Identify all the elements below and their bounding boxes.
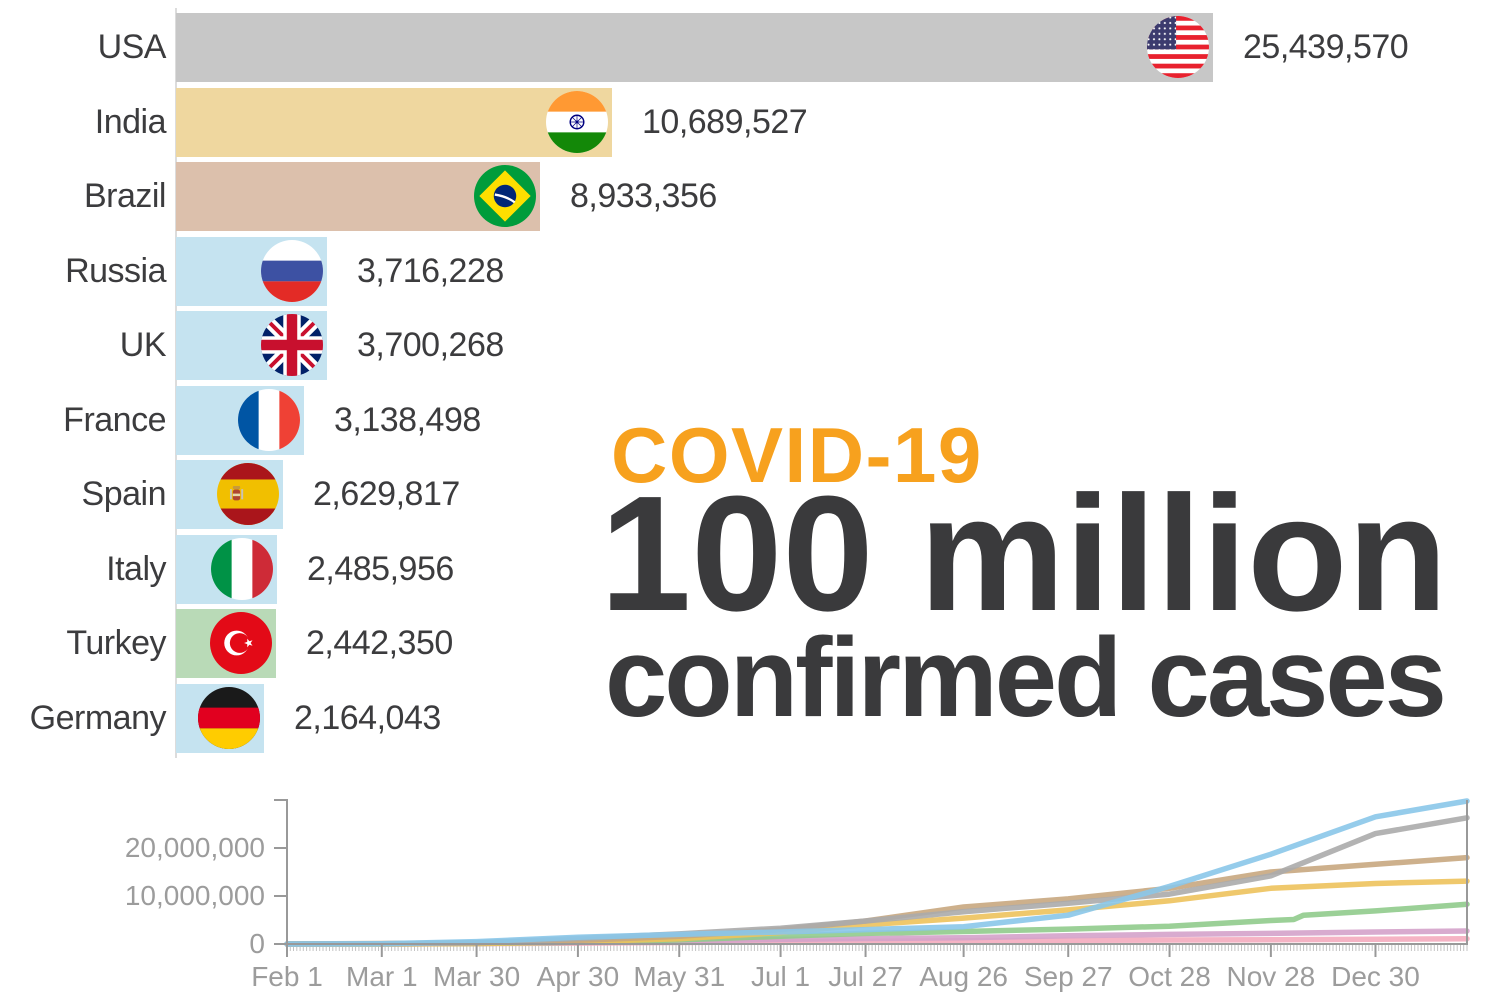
value-label: 2,629,817: [313, 475, 460, 513]
value-label: 3,716,228: [357, 251, 504, 290]
value-label: 3,700,268: [357, 326, 504, 364]
bar-row-brazil: Brazil 8,933,356: [0, 162, 1500, 231]
x-tick-label: Dec 30: [1331, 961, 1420, 992]
x-tick-label: Feb 1: [251, 961, 323, 992]
title-100-million: 100 million: [600, 462, 1448, 645]
x-tick-label: Sep 27: [1024, 961, 1113, 992]
france-flag-icon: [238, 389, 300, 451]
spain-flag-icon: [217, 463, 279, 525]
y-tick-label: 0: [249, 928, 265, 959]
value-label: 2,164,043: [294, 698, 441, 737]
country-label: Italy: [106, 549, 166, 588]
russia-flag-icon: [261, 240, 323, 302]
x-tick-label: Oct 28: [1128, 961, 1210, 992]
bar-row-usa: USA 25,439,570: [0, 13, 1500, 82]
bar: [176, 162, 540, 231]
bar-row-india: India 10,689,527: [0, 87, 1500, 157]
bar-row-france: France 3,138,498: [0, 385, 1500, 455]
country-label: France: [63, 400, 166, 439]
title-covid19: COVID-19: [611, 411, 983, 499]
bar-row-italy: Italy 2,485,956: [0, 534, 1500, 604]
value-label: 2,442,350: [306, 624, 453, 662]
country-label: USA: [97, 28, 167, 66]
country-label: Spain: [81, 475, 167, 513]
country-label: UK: [119, 326, 167, 364]
y-tick-label: 10,000,000: [125, 880, 265, 911]
bar-row-turkey: Turkey 2,442,350: [0, 609, 1500, 678]
bar-row-germany: Germany 2,164,043: [0, 683, 1500, 753]
germany-flag-icon: [198, 687, 260, 749]
bar: [176, 609, 276, 678]
bar: [176, 87, 612, 157]
x-tick-label: Mar 30: [433, 961, 520, 992]
country-label: Turkey: [66, 624, 166, 662]
x-tick-label: Mar 1: [346, 961, 418, 992]
country-label: Russia: [65, 251, 166, 290]
bar: [176, 683, 264, 753]
usa-flag-icon: [1147, 16, 1209, 78]
brazil-flag-icon: [474, 165, 536, 227]
bar: [176, 385, 304, 455]
series-blue-line: [284, 798, 1470, 947]
turkey-flag-icon: [210, 612, 272, 674]
x-tick-label: Apr 30: [537, 961, 620, 992]
value-label: 2,485,956: [307, 549, 454, 588]
bar-chart: USA 25,439,570 India 10,689,527 Brazil 8…: [0, 8, 1500, 758]
value-label: 10,689,527: [642, 102, 808, 141]
india-flag-icon: [546, 91, 608, 153]
value-label: 3,138,498: [334, 400, 481, 439]
y-tick-label: 20,000,000: [125, 832, 265, 863]
country-label: Germany: [29, 698, 167, 737]
bar-row-spain: Spain 2,629,817: [0, 460, 1500, 529]
italy-flag-icon: [211, 538, 273, 600]
bar: [176, 460, 283, 529]
country-label: India: [94, 102, 167, 141]
x-tick-label: Nov 28: [1227, 961, 1316, 992]
x-tick-label: Jul 1: [751, 961, 810, 992]
uk-flag-icon: [261, 314, 323, 376]
title-confirmed-cases: confirmed cases: [605, 615, 1447, 740]
x-tick-label: May 31: [633, 961, 725, 992]
bar-chart-axis-line: [175, 8, 177, 758]
bar: [176, 13, 1213, 82]
bar: [176, 311, 327, 380]
bar: [176, 236, 327, 306]
bar-row-uk: UK 3,700,268: [0, 311, 1500, 380]
value-label: 25,439,570: [1243, 28, 1409, 66]
bar: [176, 534, 277, 604]
country-label: Brazil: [83, 177, 167, 215]
bar-row-russia: Russia 3,716,228: [0, 236, 1500, 306]
x-tick-label: Aug 26: [919, 961, 1008, 992]
value-label: 8,933,356: [570, 177, 717, 215]
line-chart: Feb 1 Mar 1 Mar 30 Apr 30 May 31 Jul 1 Jul 27 A…: [125, 798, 1470, 992]
x-tick-label: Jul 27: [828, 961, 903, 992]
